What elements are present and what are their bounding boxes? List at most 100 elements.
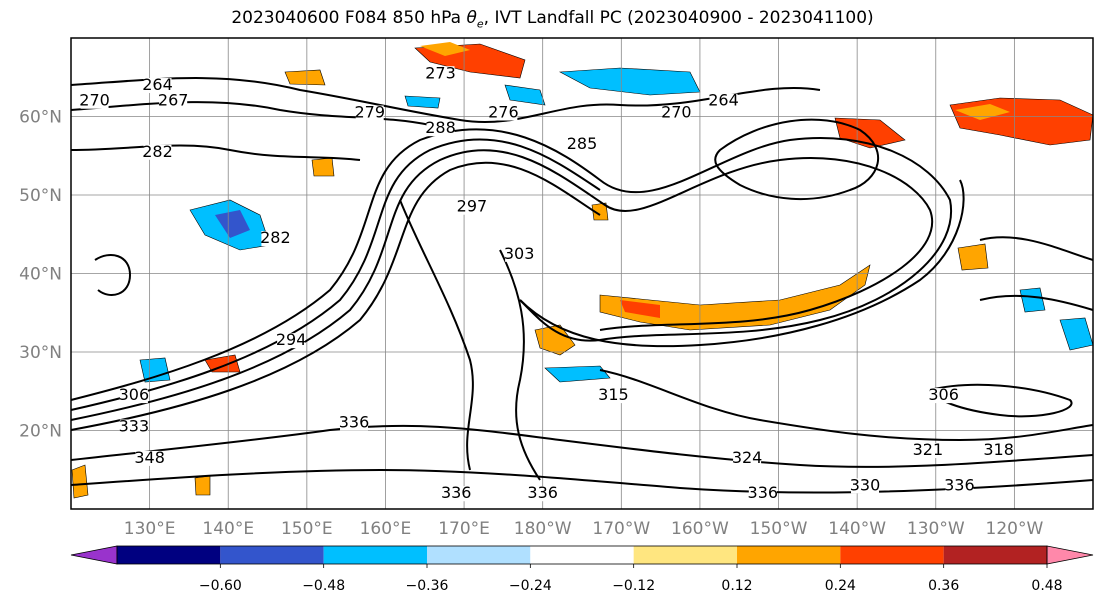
contour-label-bg [119,388,148,404]
longitude-label: 130°E [124,519,176,539]
colorbar-bin [530,546,634,564]
contour-label: 321 [913,440,944,459]
contour-label: 288 [425,118,456,137]
contour-label: 267 [158,91,189,110]
contour-label: 303 [504,244,535,263]
colorbar-tick-label: −0.48 [302,578,345,594]
contour-label: 330 [850,475,881,494]
contour-label-bg [426,66,455,82]
contour-label: 336 [527,483,558,502]
contour-label: 336 [748,483,779,502]
contour-label-bg [528,486,557,502]
contour-label-bg [355,105,384,121]
contour-label: 336 [339,413,370,432]
contour-label: 285 [567,134,598,153]
longitude-label: 160°W [671,519,729,539]
latitude-labels: 60°N 50°N 40°N 30°N 20°N [19,108,62,442]
contour-label-bg [143,144,172,160]
colorbar-tick-label: −0.60 [199,578,242,594]
contour-label-bg [851,478,880,494]
colorbar-left-extension [70,545,118,565]
latitude-label: 50°N [19,186,62,206]
longitude-label: 170°W [592,519,650,539]
colorbar-tick-label: −0.12 [612,578,655,594]
contour-label-bg [568,136,596,152]
contour-label: 282 [260,228,291,247]
ivt-shading [71,42,1094,499]
colorbar-bin [943,546,1047,564]
colorbar-frame [116,545,1048,565]
contour-label-bg [929,388,958,404]
latitude-label: 30°N [19,343,62,363]
colorbar-bin [220,546,324,564]
contour-label: 273 [425,63,456,82]
map-frame [70,37,1094,510]
contour-label: 348 [134,448,165,467]
contour-label-bg [143,78,172,94]
longitude-label: 140°W [828,519,886,539]
contour-label-bg [489,105,518,121]
colorbar-bin [737,546,841,564]
colorbar-bin [633,546,737,564]
colorbar-bin [840,546,944,564]
contour-label: 276 [488,103,519,122]
colorbar-tick-label: 0.36 [928,578,959,594]
contour-label-bg [913,443,942,459]
longitude-label: 160°E [360,519,412,539]
graticule [71,38,1093,509]
contour-label: 306 [119,385,150,404]
contour-label-bg [505,246,534,262]
colorbar-tick-label: −0.36 [406,578,449,594]
contour-label-bg [277,333,306,349]
contour-label-bg [261,231,290,247]
latitude-label: 60°N [19,108,62,128]
contour-label-bg [662,105,691,121]
contour-label-bg [426,121,455,137]
theta-e-symbol: θe [466,8,484,31]
contour-label-bg [442,486,471,502]
contour-label: 324 [732,448,763,467]
contour-label: 264 [708,91,739,110]
contour-label-bg [599,388,628,404]
colorbar-tick-label: 0.48 [1031,578,1062,594]
colorbar-bin [117,546,221,564]
contour-label-bg [709,93,738,109]
longitude-labels: 130°E 140°E 150°E 160°E 170°E 180°W 170°W 160°W… [124,519,1044,539]
latitude-label: 40°N [19,265,62,285]
longitude-label: 120°W [986,519,1044,539]
contour-label: 333 [119,417,150,436]
contour-label: 318 [983,440,1014,459]
longitude-label: 150°W [750,519,808,539]
longitude-label: 140°E [202,519,254,539]
contour-label: 294 [276,330,307,349]
contour-label-bg [135,450,164,466]
contour-label: 279 [354,103,385,122]
contour-label: 270 [661,103,692,122]
contour-label-bg [159,93,188,109]
colorbar-right-extension [1046,545,1094,565]
contour-label-bg [733,450,762,466]
longitude-label: 170°E [438,519,490,539]
contour-label-bg [457,199,486,215]
contour-label: 297 [457,197,488,216]
colorbar: −0.60 −0.48 −0.36 −0.24 −0.12 0.12 0.24 0.36 0.4… [70,545,1094,594]
contour-label: 315 [598,385,629,404]
colorbar-tick-label: 0.12 [721,578,752,594]
colorbar-bin [427,546,531,564]
longitude-label: 180°W [514,519,572,539]
figure-title: 2023040600 F084 850 hPa θe, IVT Landfall… [231,8,874,31]
contour-label-bg [340,415,369,431]
contour-label-bg [119,419,148,435]
colorbar-tick-label: 0.24 [825,578,856,594]
latitude-label: 20°N [19,422,62,442]
contour-label: 336 [944,475,975,494]
contour-label: 264 [142,75,173,94]
colorbar-bin [323,546,427,564]
contour-label: 282 [142,142,173,161]
contour-label-bg [984,443,1013,459]
longitude-label: 150°E [281,519,333,539]
contour-label: 306 [928,385,959,404]
